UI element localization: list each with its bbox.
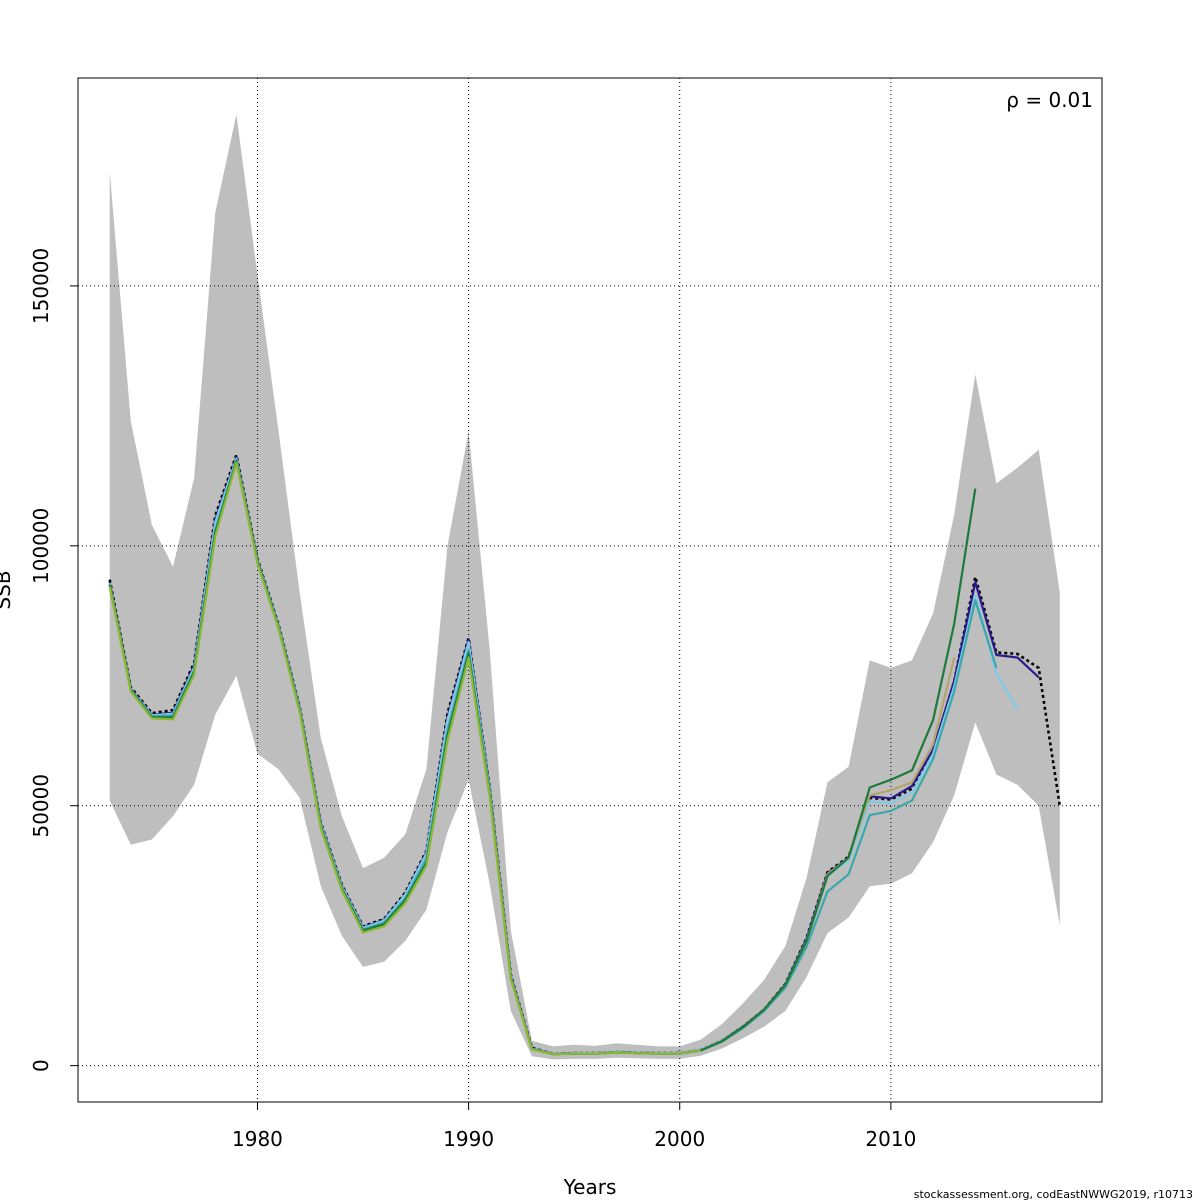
x-axis-title: Years [563, 1175, 617, 1199]
x-tick-label: 1980 [232, 1127, 283, 1151]
confidence-band-layer [109, 114, 1060, 1060]
y-axis-title: SSB [0, 570, 15, 609]
grid-layer [78, 78, 1102, 1102]
y-tick-label: 150000 [29, 248, 53, 324]
credit-text: stockassessment.org, codEastNWWG2019, r1… [914, 1188, 1193, 1200]
x-tick-label: 1990 [443, 1127, 494, 1151]
x-tick-label: 2000 [654, 1127, 705, 1151]
y-tick-label: 0 [29, 1059, 53, 1072]
tick-layer: 1980 1990 2000 2010 0 50000 100000 150000 [29, 248, 916, 1151]
rho-annotation: ρ = 0.01 [1006, 88, 1093, 112]
y-tick-label: 100000 [29, 508, 53, 584]
confidence-band [109, 114, 1060, 1060]
series-line-6 [108, 461, 701, 1056]
plot-frame [77, 77, 1103, 1103]
series-layer [108, 453, 1062, 1056]
y-tick-label: 50000 [29, 774, 53, 838]
x-tick-label: 2010 [865, 1127, 916, 1151]
